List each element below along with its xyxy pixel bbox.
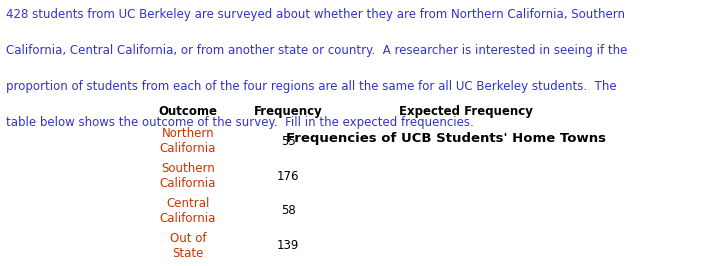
- Text: Northern
California: Northern California: [160, 127, 216, 155]
- Text: table below shows the outcome of the survey.  Fill in the expected frequencies.: table below shows the outcome of the sur…: [6, 116, 473, 129]
- Text: 58: 58: [281, 204, 295, 217]
- Text: California, Central California, or from another state or country.  A researcher : California, Central California, or from …: [6, 44, 627, 57]
- Text: Frequencies of UCB Students' Home Towns: Frequencies of UCB Students' Home Towns: [287, 132, 606, 145]
- Text: 176: 176: [277, 170, 299, 183]
- Text: Frequency: Frequency: [253, 105, 322, 118]
- Text: 139: 139: [277, 239, 299, 252]
- Text: Central
California: Central California: [160, 197, 216, 225]
- Text: Outcome: Outcome: [158, 105, 218, 118]
- Text: 55: 55: [281, 135, 295, 148]
- Text: proportion of students from each of the four regions are all the same for all UC: proportion of students from each of the …: [6, 80, 616, 93]
- Text: Out of
State: Out of State: [170, 232, 206, 260]
- Text: Expected Frequency: Expected Frequency: [399, 105, 532, 118]
- Text: 428 students from UC Berkeley are surveyed about whether they are from Northern : 428 students from UC Berkeley are survey…: [6, 8, 625, 21]
- Text: Southern
California: Southern California: [160, 162, 216, 190]
